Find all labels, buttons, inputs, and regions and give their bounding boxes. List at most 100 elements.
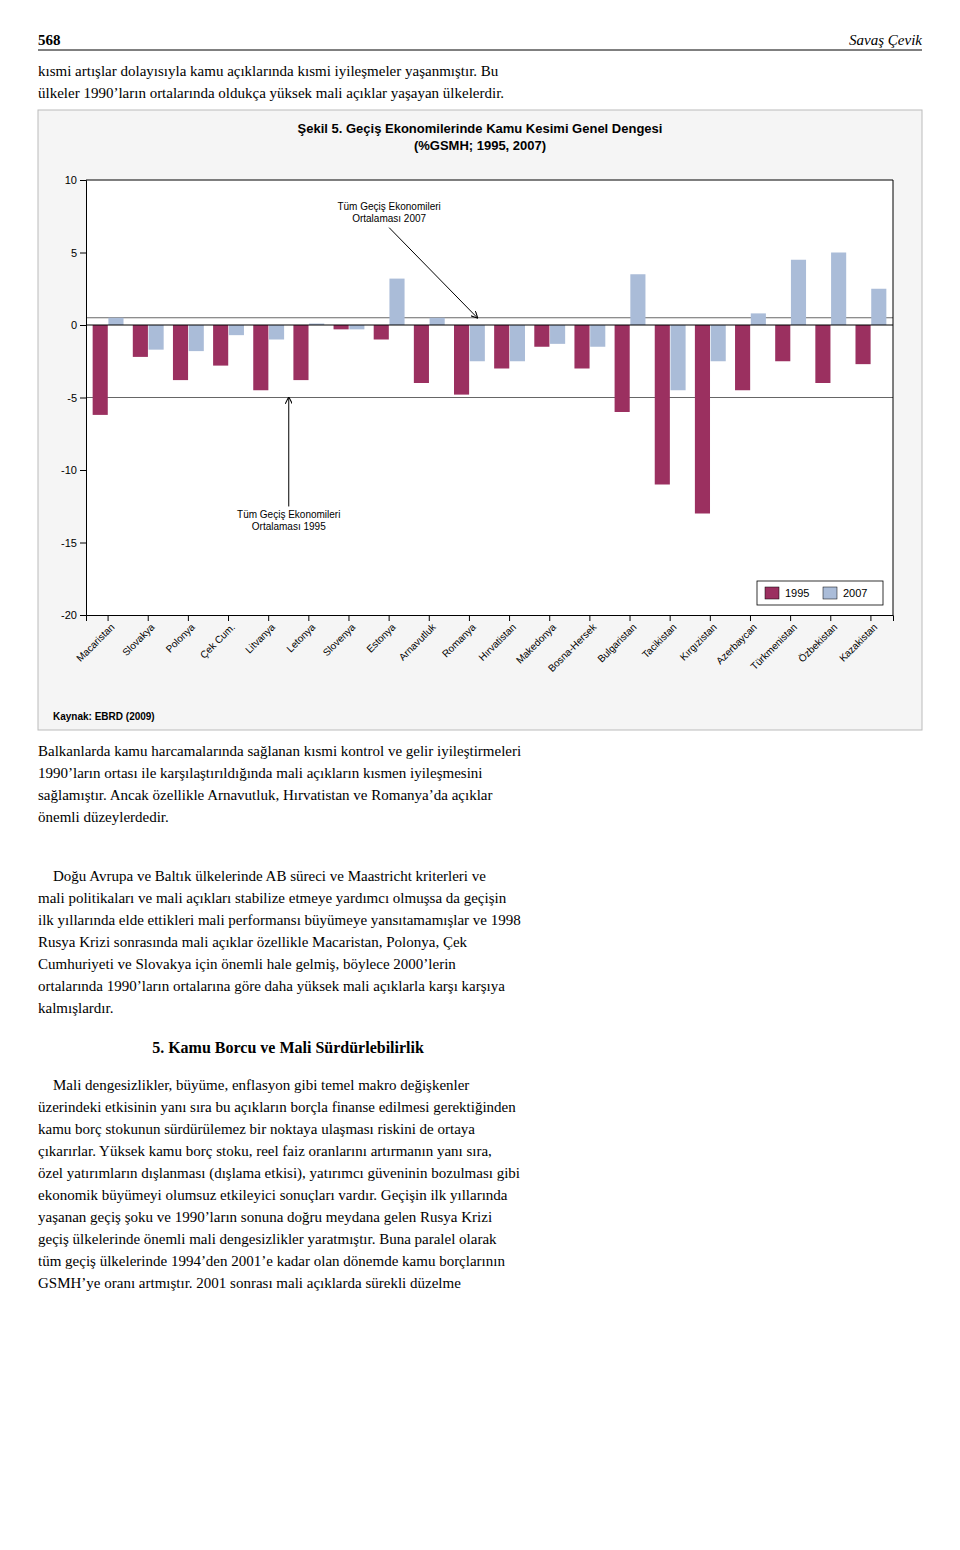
y-tick: -5 [67, 392, 86, 404]
plot-background [86, 180, 893, 615]
source: Kaynak: EBRD (2009) [53, 711, 155, 722]
tick-label: Slovakya [120, 621, 157, 658]
y-tick: 5 [71, 247, 86, 259]
tick-label: Türkmenistan [748, 621, 799, 672]
tick-mark [670, 615, 671, 621]
bar [334, 325, 349, 329]
axis-line [80, 181, 87, 616]
x-tick: Tacikistan [640, 615, 679, 660]
tick-label: -20 [61, 609, 77, 621]
tick-mark [80, 470, 86, 471]
paragraph: Balkanlarda kamu harcamalarında sağlanan… [38, 743, 521, 825]
bar [229, 325, 244, 335]
tick-mark [80, 398, 86, 399]
paragraph: Mali dengesizlikler, büyüme, enflasyon g… [38, 1077, 520, 1291]
tick-mark [80, 180, 86, 181]
x-tick: Bosna-Hersek [546, 615, 599, 674]
tick-mark [429, 615, 430, 621]
x-tick: Letonya [284, 615, 317, 654]
tick-label: Polonya [164, 621, 198, 655]
tick-mark [268, 615, 269, 621]
y-tick: 0 [71, 319, 86, 331]
chart-title: Şekil 5. Geçiş Ekonomilerinde Kamu Kesim… [298, 121, 663, 136]
tick-mark [469, 615, 470, 621]
marks [86, 253, 893, 514]
annotation-arrow [389, 228, 477, 318]
plot-frame [86, 180, 893, 181]
x-tick: Litvanya [243, 615, 277, 655]
paragraph: Doğu Avrupa ve Baltık ülkelerinde AB sür… [38, 868, 521, 1016]
annotation: Tüm Geçiş EkonomileriOrtalaması 1995 [237, 509, 340, 532]
bar [695, 325, 710, 514]
header-rule [38, 50, 922, 51]
x-tick: Çek Cum. [198, 615, 237, 661]
tick-mark [80, 543, 86, 544]
author: Savaş Çevik [849, 32, 922, 48]
bar [133, 325, 148, 357]
y-tick: -10 [61, 464, 86, 476]
tick-mark [80, 615, 86, 616]
bar [775, 325, 790, 361]
legend: 19952007 [757, 581, 883, 605]
tick-label: -15 [61, 537, 77, 549]
tick-label: Macaristan [74, 621, 116, 663]
tick-label: Estonya [364, 621, 398, 655]
tick-label: Romanya [440, 621, 478, 659]
tick-label: 0 [71, 319, 77, 331]
x-tick: Arnavutluk [397, 615, 439, 663]
tick-label: Hırvatistan [476, 621, 518, 663]
tick-label: -5 [67, 392, 77, 404]
x-tick: Bulgaristan [595, 615, 638, 665]
tick-mark [108, 615, 109, 621]
tick-label: Kazakistan [837, 621, 879, 663]
tick-mark [80, 253, 86, 254]
tick-mark [509, 615, 510, 621]
legend-swatch [823, 587, 837, 599]
tick-mark [549, 615, 550, 621]
tick-mark [228, 615, 229, 621]
x-tick: Kırgızistan [678, 615, 719, 663]
bar [269, 325, 284, 340]
page-number: 568 [38, 32, 61, 48]
bar [855, 325, 870, 364]
section-heading: 5. Kamu Borcu ve Mali Sürdürlebilirlik [152, 1039, 424, 1056]
tick-label: Özbekistan [796, 621, 839, 664]
tick-label: Slovenya [321, 621, 358, 658]
tick-mark [830, 615, 831, 621]
tick-mark [308, 615, 309, 621]
tick-label: Letonya [284, 621, 317, 654]
y-axis: -20 -15 -10 -5 0 5 10 [61, 174, 86, 621]
bar [213, 325, 228, 366]
tick-label: Litvanya [243, 621, 277, 655]
tick-mark [870, 615, 871, 621]
x-tick: Estonya [364, 615, 398, 655]
y-tick: -20 [61, 609, 86, 621]
bar-series [93, 325, 871, 514]
tick-mark [348, 615, 349, 621]
bar [735, 325, 750, 390]
reference-line [86, 397, 893, 398]
axis-line [87, 616, 894, 622]
tick-mark [80, 325, 86, 326]
x-tick: Türkmenistan [748, 615, 799, 672]
y-tick: 10 [65, 174, 86, 186]
bar [630, 274, 645, 325]
bar [574, 325, 589, 369]
plot-frame [893, 180, 894, 615]
legend-swatch [765, 587, 779, 599]
reference-line [86, 317, 893, 318]
tick-label: -10 [61, 464, 77, 476]
x-tick: Hırvatistan [476, 615, 518, 663]
bar [108, 318, 123, 325]
chart-box [38, 110, 922, 730]
bar [670, 325, 685, 390]
tick-label: Bulgaristan [595, 621, 638, 664]
bar [149, 325, 164, 350]
tick-label: 5 [71, 247, 77, 259]
bar [615, 325, 630, 412]
x-tick: Azerbaycan [714, 615, 759, 666]
tick-label: Arnavutluk [397, 621, 439, 663]
x-tick: Kazakistan [837, 615, 879, 664]
bar [293, 325, 308, 380]
bar [871, 289, 886, 325]
